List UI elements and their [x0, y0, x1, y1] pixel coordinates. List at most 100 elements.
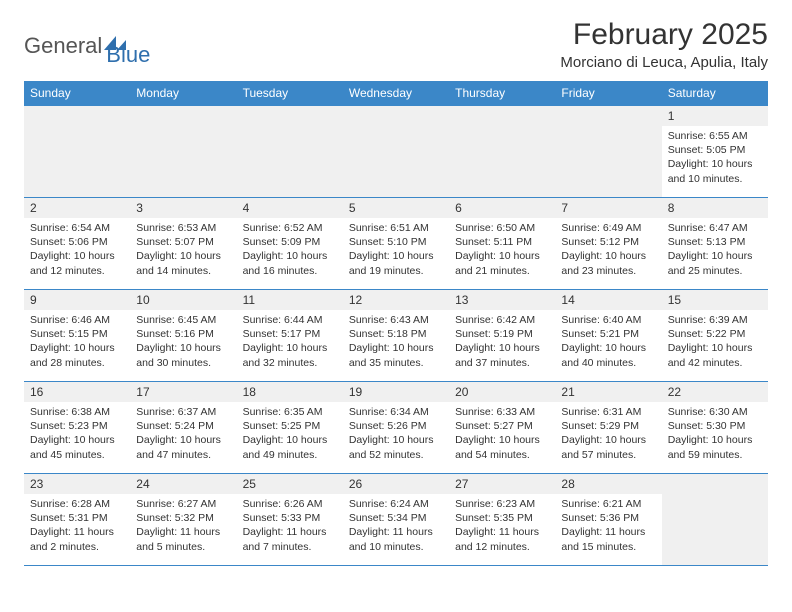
daylight-line: Daylight: 10 hours and 49 minutes. — [243, 433, 337, 461]
blank-cell — [343, 106, 449, 198]
day-info: Sunrise: 6:45 AMSunset: 5:16 PMDaylight:… — [130, 310, 236, 376]
sunset-line: Sunset: 5:12 PM — [561, 235, 655, 249]
daylight-line: Daylight: 10 hours and 59 minutes. — [668, 433, 762, 461]
sunrise-line: Sunrise: 6:42 AM — [455, 313, 549, 327]
sunrise-line: Sunrise: 6:55 AM — [668, 129, 762, 143]
day-info: Sunrise: 6:47 AMSunset: 5:13 PMDaylight:… — [662, 218, 768, 284]
day-info: Sunrise: 6:52 AMSunset: 5:09 PMDaylight:… — [237, 218, 343, 284]
daylight-line: Daylight: 10 hours and 40 minutes. — [561, 341, 655, 369]
day-cell: 17Sunrise: 6:37 AMSunset: 5:24 PMDayligh… — [130, 382, 236, 474]
sunrise-line: Sunrise: 6:30 AM — [668, 405, 762, 419]
day-cell: 12Sunrise: 6:43 AMSunset: 5:18 PMDayligh… — [343, 290, 449, 382]
day-info: Sunrise: 6:21 AMSunset: 5:36 PMDaylight:… — [555, 494, 661, 560]
location: Morciano di Leuca, Apulia, Italy — [560, 54, 768, 71]
day-info: Sunrise: 6:34 AMSunset: 5:26 PMDaylight:… — [343, 402, 449, 468]
sunset-line: Sunset: 5:07 PM — [136, 235, 230, 249]
sunrise-line: Sunrise: 6:50 AM — [455, 221, 549, 235]
sunset-line: Sunset: 5:11 PM — [455, 235, 549, 249]
day-cell: 26Sunrise: 6:24 AMSunset: 5:34 PMDayligh… — [343, 474, 449, 566]
day-info: Sunrise: 6:30 AMSunset: 5:30 PMDaylight:… — [662, 402, 768, 468]
blank-cell — [130, 106, 236, 198]
daylight-line: Daylight: 10 hours and 16 minutes. — [243, 249, 337, 277]
sunrise-line: Sunrise: 6:31 AM — [561, 405, 655, 419]
day-cell: 27Sunrise: 6:23 AMSunset: 5:35 PMDayligh… — [449, 474, 555, 566]
day-number: 18 — [237, 382, 343, 402]
daylight-line: Daylight: 10 hours and 25 minutes. — [668, 249, 762, 277]
sunrise-line: Sunrise: 6:52 AM — [243, 221, 337, 235]
day-info: Sunrise: 6:31 AMSunset: 5:29 PMDaylight:… — [555, 402, 661, 468]
sunset-line: Sunset: 5:36 PM — [561, 511, 655, 525]
sunset-line: Sunset: 5:33 PM — [243, 511, 337, 525]
daylight-line: Daylight: 11 hours and 10 minutes. — [349, 525, 443, 553]
sunset-line: Sunset: 5:34 PM — [349, 511, 443, 525]
day-info: Sunrise: 6:51 AMSunset: 5:10 PMDaylight:… — [343, 218, 449, 284]
day-cell: 22Sunrise: 6:30 AMSunset: 5:30 PMDayligh… — [662, 382, 768, 474]
day-number: 24 — [130, 474, 236, 494]
blank-cell — [662, 474, 768, 566]
day-info: Sunrise: 6:54 AMSunset: 5:06 PMDaylight:… — [24, 218, 130, 284]
day-info: Sunrise: 6:43 AMSunset: 5:18 PMDaylight:… — [343, 310, 449, 376]
logo: General Blue — [24, 24, 150, 68]
sunset-line: Sunset: 5:17 PM — [243, 327, 337, 341]
day-info: Sunrise: 6:53 AMSunset: 5:07 PMDaylight:… — [130, 218, 236, 284]
daylight-line: Daylight: 10 hours and 28 minutes. — [30, 341, 124, 369]
sunset-line: Sunset: 5:13 PM — [668, 235, 762, 249]
day-cell: 28Sunrise: 6:21 AMSunset: 5:36 PMDayligh… — [555, 474, 661, 566]
day-cell: 10Sunrise: 6:45 AMSunset: 5:16 PMDayligh… — [130, 290, 236, 382]
sunset-line: Sunset: 5:18 PM — [349, 327, 443, 341]
daylight-line: Daylight: 10 hours and 14 minutes. — [136, 249, 230, 277]
weekday-saturday: Saturday — [662, 81, 768, 106]
weekday-friday: Friday — [555, 81, 661, 106]
day-number: 10 — [130, 290, 236, 310]
blank-cell — [555, 106, 661, 198]
day-number: 7 — [555, 198, 661, 218]
daylight-line: Daylight: 11 hours and 15 minutes. — [561, 525, 655, 553]
month-title: February 2025 — [560, 18, 768, 52]
daylight-line: Daylight: 10 hours and 47 minutes. — [136, 433, 230, 461]
calendar-table: Sunday Monday Tuesday Wednesday Thursday… — [24, 81, 768, 566]
day-info: Sunrise: 6:55 AMSunset: 5:05 PMDaylight:… — [662, 126, 768, 192]
sunset-line: Sunset: 5:35 PM — [455, 511, 549, 525]
sunset-line: Sunset: 5:05 PM — [668, 143, 762, 157]
day-number: 12 — [343, 290, 449, 310]
sunset-line: Sunset: 5:24 PM — [136, 419, 230, 433]
sunrise-line: Sunrise: 6:33 AM — [455, 405, 549, 419]
day-number: 2 — [24, 198, 130, 218]
day-cell: 25Sunrise: 6:26 AMSunset: 5:33 PMDayligh… — [237, 474, 343, 566]
logo-text-general: General — [24, 33, 102, 59]
day-number: 14 — [555, 290, 661, 310]
sunrise-line: Sunrise: 6:46 AM — [30, 313, 124, 327]
day-number: 28 — [555, 474, 661, 494]
day-number: 26 — [343, 474, 449, 494]
day-number: 22 — [662, 382, 768, 402]
sunset-line: Sunset: 5:22 PM — [668, 327, 762, 341]
day-info: Sunrise: 6:44 AMSunset: 5:17 PMDaylight:… — [237, 310, 343, 376]
day-cell: 11Sunrise: 6:44 AMSunset: 5:17 PMDayligh… — [237, 290, 343, 382]
sunrise-line: Sunrise: 6:54 AM — [30, 221, 124, 235]
weekday-header-row: Sunday Monday Tuesday Wednesday Thursday… — [24, 81, 768, 106]
daylight-line: Daylight: 10 hours and 10 minutes. — [668, 157, 762, 185]
sunrise-line: Sunrise: 6:43 AM — [349, 313, 443, 327]
day-cell: 23Sunrise: 6:28 AMSunset: 5:31 PMDayligh… — [24, 474, 130, 566]
day-cell: 24Sunrise: 6:27 AMSunset: 5:32 PMDayligh… — [130, 474, 236, 566]
day-number: 15 — [662, 290, 768, 310]
daylight-line: Daylight: 11 hours and 5 minutes. — [136, 525, 230, 553]
day-number: 3 — [130, 198, 236, 218]
day-number: 8 — [662, 198, 768, 218]
daylight-line: Daylight: 10 hours and 19 minutes. — [349, 249, 443, 277]
sunset-line: Sunset: 5:19 PM — [455, 327, 549, 341]
day-info: Sunrise: 6:26 AMSunset: 5:33 PMDaylight:… — [237, 494, 343, 560]
daylight-line: Daylight: 10 hours and 52 minutes. — [349, 433, 443, 461]
day-cell: 2Sunrise: 6:54 AMSunset: 5:06 PMDaylight… — [24, 198, 130, 290]
daylight-line: Daylight: 10 hours and 45 minutes. — [30, 433, 124, 461]
day-number: 27 — [449, 474, 555, 494]
sunrise-line: Sunrise: 6:45 AM — [136, 313, 230, 327]
day-info: Sunrise: 6:40 AMSunset: 5:21 PMDaylight:… — [555, 310, 661, 376]
sunset-line: Sunset: 5:21 PM — [561, 327, 655, 341]
blank-cell — [24, 106, 130, 198]
day-cell: 8Sunrise: 6:47 AMSunset: 5:13 PMDaylight… — [662, 198, 768, 290]
sunrise-line: Sunrise: 6:38 AM — [30, 405, 124, 419]
day-info: Sunrise: 6:35 AMSunset: 5:25 PMDaylight:… — [237, 402, 343, 468]
day-number: 1 — [662, 106, 768, 126]
daylight-line: Daylight: 10 hours and 23 minutes. — [561, 249, 655, 277]
